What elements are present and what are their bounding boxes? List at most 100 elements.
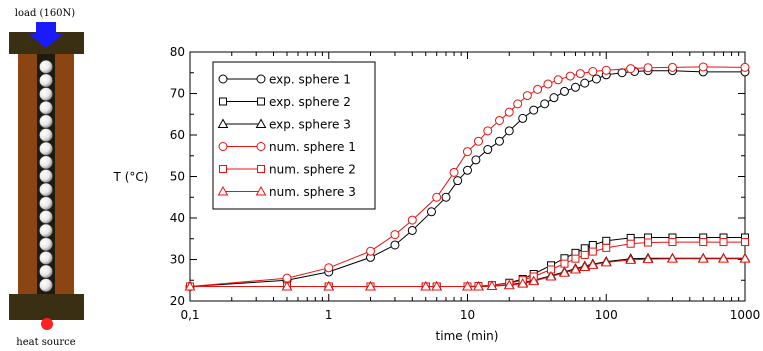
data-point-marker	[420, 280, 432, 291]
data-point-marker	[218, 74, 228, 84]
sphere	[39, 101, 53, 115]
x-tick-label: 1000	[730, 308, 761, 322]
data-point-marker	[529, 105, 539, 115]
data-point-marker	[473, 136, 483, 146]
data-point-marker	[441, 192, 451, 202]
data-point-marker	[324, 263, 334, 273]
legend-label: num. sphere 3	[269, 185, 356, 199]
sphere	[39, 251, 53, 265]
data-point-marker	[601, 65, 611, 75]
sphere	[39, 264, 53, 279]
x-tick-label: 0,1	[180, 308, 199, 322]
right-rod	[55, 54, 74, 294]
data-point-marker	[462, 280, 473, 291]
y-tick-label: 30	[170, 253, 185, 267]
heat-source-icon	[41, 318, 53, 330]
data-point-marker	[184, 280, 196, 291]
sphere-column	[39, 60, 53, 292]
data-point-marker	[699, 238, 708, 247]
data-point-marker	[625, 254, 637, 264]
data-point-marker	[575, 69, 585, 79]
series-exp-sphere-1	[185, 66, 750, 291]
data-point-marker	[494, 115, 504, 125]
sphere	[39, 237, 53, 251]
legend-label: num. sphere 2	[269, 163, 356, 177]
load-arrow-icon	[29, 22, 63, 48]
sphere	[39, 87, 53, 101]
temperature-chart: 0,1 1 10 100 1000 20 30 40 50 60 70 80 time (min) T…	[113, 45, 761, 343]
sphere	[39, 182, 53, 197]
axis-tick-labels: 0,1 1 10 100 1000 20 30 40 50 60 70 80	[170, 45, 761, 322]
y-tick-label: 40	[170, 211, 185, 225]
data-point-marker	[741, 238, 749, 247]
data-point-marker	[432, 192, 442, 202]
data-point-marker	[449, 167, 459, 177]
series-line	[190, 258, 745, 287]
data-point-marker	[453, 176, 463, 186]
data-point-marker	[504, 126, 514, 136]
sphere	[39, 73, 53, 88]
y-tick-label: 70	[170, 87, 185, 101]
data-point-marker	[697, 253, 709, 263]
data-point-marker	[719, 238, 728, 247]
data-point-marker	[217, 185, 229, 196]
x-tick-label: 100	[595, 308, 618, 322]
data-point-marker	[255, 118, 267, 128]
x-axis-label: time (min)	[436, 329, 499, 343]
data-point-marker	[365, 280, 376, 291]
y-tick-label: 50	[170, 170, 185, 184]
sphere	[39, 210, 53, 224]
data-point-marker	[518, 113, 528, 123]
data-point-marker	[587, 259, 599, 269]
data-point-marker	[580, 78, 590, 88]
data-point-marker	[602, 243, 611, 252]
data-point-marker	[644, 238, 653, 247]
data-point-marker	[588, 67, 598, 77]
x-tick-label: 1	[325, 308, 333, 322]
data-point-marker	[218, 142, 228, 151]
series-layer	[184, 62, 751, 291]
legend-label: exp. sphere 1	[269, 73, 351, 87]
data-point-marker	[256, 142, 266, 151]
y-tick-label: 60	[170, 128, 185, 142]
data-point-marker	[471, 155, 481, 165]
setup-illustration: load (160N) heat source	[9, 8, 84, 348]
data-point-marker	[257, 165, 265, 173]
data-point-marker	[517, 278, 529, 288]
data-point-marker	[570, 82, 580, 92]
data-point-marker	[667, 62, 677, 72]
legend-label: exp. sphere 2	[269, 95, 351, 109]
data-point-marker	[256, 74, 266, 84]
x-tick-label: 10	[460, 308, 475, 322]
heat-source-label: heat source	[16, 337, 75, 348]
data-point-marker	[390, 230, 400, 240]
data-point-marker	[549, 93, 559, 103]
bottom-cap	[9, 294, 84, 320]
data-point-marker	[580, 244, 589, 253]
data-point-marker	[600, 256, 612, 267]
data-point-marker	[219, 97, 227, 106]
data-point-marker	[540, 99, 550, 109]
data-point-marker	[281, 280, 293, 291]
data-point-marker	[571, 254, 580, 263]
data-point-marker	[667, 253, 678, 263]
data-point-marker	[390, 240, 400, 250]
data-point-marker	[580, 250, 589, 259]
data-point-marker	[483, 126, 493, 136]
data-point-marker	[617, 68, 627, 78]
data-point-marker	[602, 236, 611, 245]
data-point-marker	[543, 79, 553, 89]
data-point-marker	[463, 165, 472, 175]
data-point-marker	[591, 74, 601, 84]
data-point-marker	[718, 253, 729, 263]
left-rod	[18, 54, 37, 294]
data-point-marker	[323, 280, 335, 291]
data-point-marker	[473, 280, 484, 291]
data-point-marker	[588, 240, 597, 249]
data-point-marker	[503, 279, 515, 290]
data-point-marker	[463, 147, 472, 157]
data-point-marker	[533, 84, 543, 94]
data-point-marker	[698, 62, 708, 72]
